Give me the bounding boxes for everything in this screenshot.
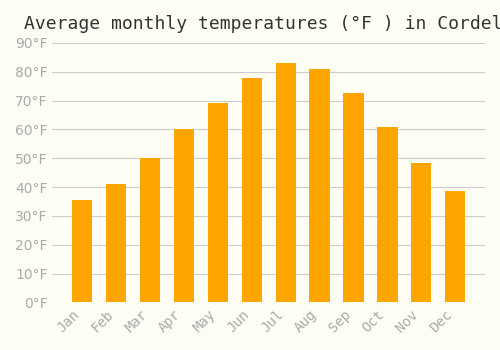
Bar — [72, 200, 92, 302]
Bar — [174, 130, 194, 302]
Bar — [106, 184, 126, 302]
Bar — [344, 93, 363, 302]
Bar — [411, 163, 432, 302]
Bar — [242, 77, 262, 302]
Bar — [276, 63, 296, 302]
Title: Average monthly temperatures (°F ) in Cordell: Average monthly temperatures (°F ) in Co… — [24, 15, 500, 33]
Bar — [310, 69, 330, 302]
Bar — [208, 104, 228, 302]
Bar — [377, 127, 398, 302]
Bar — [140, 158, 160, 302]
Bar — [445, 191, 466, 302]
